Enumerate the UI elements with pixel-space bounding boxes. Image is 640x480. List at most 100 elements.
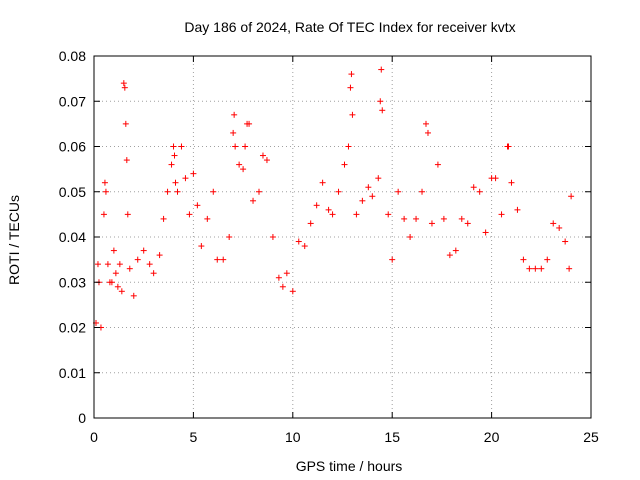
data-point <box>259 152 266 159</box>
y-axis-label: ROTI / TECUs <box>6 195 22 285</box>
data-point <box>250 197 257 204</box>
x-tick-label: 25 <box>583 429 599 445</box>
data-point <box>482 229 489 236</box>
data-point <box>401 215 408 222</box>
data-point <box>100 211 107 218</box>
data-point <box>118 288 125 295</box>
data-point <box>104 261 111 268</box>
data-point <box>434 161 441 168</box>
data-point <box>407 234 414 240</box>
data-point <box>130 292 137 299</box>
data-point <box>110 247 117 254</box>
data-point <box>226 234 233 240</box>
data-point <box>526 265 533 272</box>
data-point <box>220 256 227 263</box>
x-axis-label: GPS time / hours <box>296 458 403 474</box>
data-point <box>182 175 189 182</box>
data-point <box>550 220 557 227</box>
y-tick-label: 0.03 <box>59 274 86 290</box>
data-point <box>514 206 521 213</box>
y-tick-label: 0.01 <box>59 365 86 381</box>
data-point <box>413 215 420 222</box>
data-point <box>116 261 123 268</box>
data-point <box>126 265 133 272</box>
data-point <box>108 279 115 286</box>
data-point <box>102 188 109 195</box>
data-point <box>246 120 253 127</box>
data-point <box>190 170 197 177</box>
data-point <box>476 188 483 195</box>
data-point <box>263 157 270 164</box>
x-tick-label: 15 <box>384 429 400 445</box>
data-point <box>156 252 163 259</box>
data-point <box>269 234 276 240</box>
data-point <box>428 220 435 227</box>
y-tick-label: 0.02 <box>59 320 86 336</box>
data-point <box>295 238 302 245</box>
data-point <box>377 98 384 105</box>
data-point <box>532 265 539 272</box>
data-point <box>325 206 332 213</box>
data-point <box>498 211 505 218</box>
data-point <box>164 188 171 195</box>
data-point <box>505 143 512 150</box>
data-point <box>120 80 127 87</box>
data-point <box>256 188 263 195</box>
x-tick-label: 0 <box>90 429 98 445</box>
data-point <box>452 247 459 254</box>
x-tick-label: 5 <box>190 429 198 445</box>
data-point <box>458 215 465 222</box>
data-point <box>230 129 237 136</box>
data-point <box>365 184 372 191</box>
data-point <box>544 256 551 263</box>
data-point <box>186 211 193 218</box>
data-point <box>210 188 217 195</box>
data-point <box>204 215 211 222</box>
data-point <box>385 211 392 218</box>
data-point <box>289 288 296 295</box>
data-point <box>347 84 354 91</box>
data-point <box>146 261 153 268</box>
data-point <box>122 120 129 127</box>
data-point <box>378 66 385 73</box>
data-point <box>520 256 527 263</box>
data-point <box>566 265 573 272</box>
data-point <box>112 270 119 277</box>
data-point <box>359 197 366 204</box>
data-point <box>94 261 101 268</box>
data-point <box>121 84 128 91</box>
data-point <box>345 143 352 150</box>
data-point <box>170 143 177 150</box>
y-tick-label: 0.05 <box>59 184 86 200</box>
data-point <box>194 202 201 209</box>
data-point <box>101 179 108 186</box>
data-point <box>446 252 453 259</box>
data-point <box>508 179 515 186</box>
data-point <box>124 211 131 218</box>
data-point <box>375 175 382 182</box>
data-point <box>353 211 360 218</box>
data-point <box>492 175 499 182</box>
data-point <box>341 161 348 168</box>
data-point <box>198 243 205 250</box>
data-point <box>160 215 167 222</box>
data-point <box>150 270 157 277</box>
data-point <box>123 157 130 164</box>
data-point <box>236 161 243 168</box>
data-point <box>214 256 221 263</box>
data-point <box>174 188 181 195</box>
x-tick-label: 10 <box>285 429 301 445</box>
data-point <box>395 188 402 195</box>
data-point <box>319 179 326 186</box>
data-point <box>329 211 336 218</box>
chart-title: Day 186 of 2024, Rate Of TEC Index for r… <box>184 19 515 35</box>
data-point <box>538 265 545 272</box>
data-point <box>301 243 308 250</box>
data-point <box>470 184 477 191</box>
data-point <box>134 256 141 263</box>
data-point <box>279 283 286 290</box>
data-point <box>556 224 563 231</box>
data-point <box>242 143 249 150</box>
y-tick-label: 0 <box>78 410 86 426</box>
